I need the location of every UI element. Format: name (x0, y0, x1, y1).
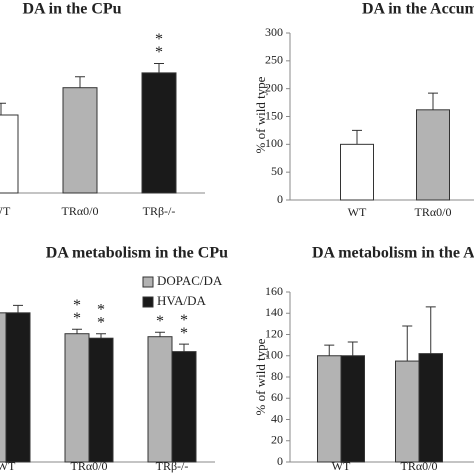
x-tick-label: TRα0/0 (415, 205, 452, 219)
bar (141, 72, 177, 194)
significance-mark: * (155, 31, 163, 48)
y-tick-label: 160 (265, 284, 283, 298)
y-axis-label: % of wild type (253, 338, 268, 415)
chart-title: DA in the Accumbens (362, 1, 474, 18)
bar (88, 337, 114, 463)
error-bar (428, 92, 438, 110)
y-tick-label: 100 (265, 136, 283, 150)
legend-label: DOPAC/DA (157, 273, 223, 288)
y-tick-label: 120 (265, 326, 283, 340)
significance-mark: * (180, 312, 188, 329)
significance-mark: * (97, 301, 105, 318)
bar (171, 351, 197, 463)
significance-mark: * (97, 314, 105, 331)
bar (340, 143, 374, 201)
y-tick-label: 20 (271, 433, 283, 447)
y-tick-label: 40 (271, 411, 283, 425)
error-bar (13, 304, 23, 313)
error-bar (425, 306, 436, 354)
error-bar (96, 333, 106, 339)
chart-title: DA metabolism in the CPu (46, 245, 228, 262)
chart-title: DA in the CPu (22, 1, 121, 18)
y-tick-label: 80 (271, 369, 283, 383)
error-bar (402, 325, 413, 362)
error-bar (72, 328, 82, 334)
x-tick-label: TRα0/0 (62, 204, 99, 218)
bar (317, 355, 342, 463)
y-tick-label: 50 (271, 164, 283, 178)
error-bar (324, 344, 335, 356)
x-tick-label: WT (0, 204, 11, 218)
y-tick-label: 200 (265, 80, 283, 94)
y-tick-label: 0 (277, 192, 283, 206)
significance-mark: * (155, 44, 163, 61)
error-bar (179, 343, 189, 352)
bar (62, 87, 98, 194)
error-bar (154, 63, 164, 73)
error-bar (347, 341, 358, 356)
bar (416, 109, 450, 201)
bar (5, 312, 31, 463)
error-bar (75, 76, 85, 88)
x-tick-label: TRβ-/- (143, 204, 176, 218)
y-tick-label: 100 (265, 348, 283, 362)
error-bar (155, 331, 165, 337)
legend-swatch (142, 296, 154, 308)
bar (0, 312, 7, 463)
significance-mark: * (180, 325, 188, 342)
y-tick-label: 0 (277, 454, 283, 468)
chart-title: DA metabolism in the Accumbens (312, 245, 474, 262)
bar (340, 355, 365, 463)
y-tick-label: 140 (265, 305, 283, 319)
y-tick-label: 250 (265, 53, 283, 67)
y-tick-label: 300 (265, 25, 283, 39)
legend-label: HVA/DA (157, 293, 206, 308)
bar (418, 353, 443, 463)
significance-mark: * (156, 313, 164, 330)
error-bar (0, 102, 6, 115)
bar (64, 333, 90, 463)
bar (147, 336, 173, 463)
legend-swatch (142, 276, 154, 288)
significance-mark: * (73, 297, 81, 314)
error-bar (352, 129, 362, 145)
y-tick-label: 150 (265, 108, 283, 122)
x-tick-label: WT (348, 205, 367, 219)
y-tick-label: 60 (271, 390, 283, 404)
y-axis-label: % of wild type (253, 76, 268, 153)
significance-mark: * (73, 310, 81, 327)
bar (395, 360, 420, 463)
bar (0, 114, 19, 194)
